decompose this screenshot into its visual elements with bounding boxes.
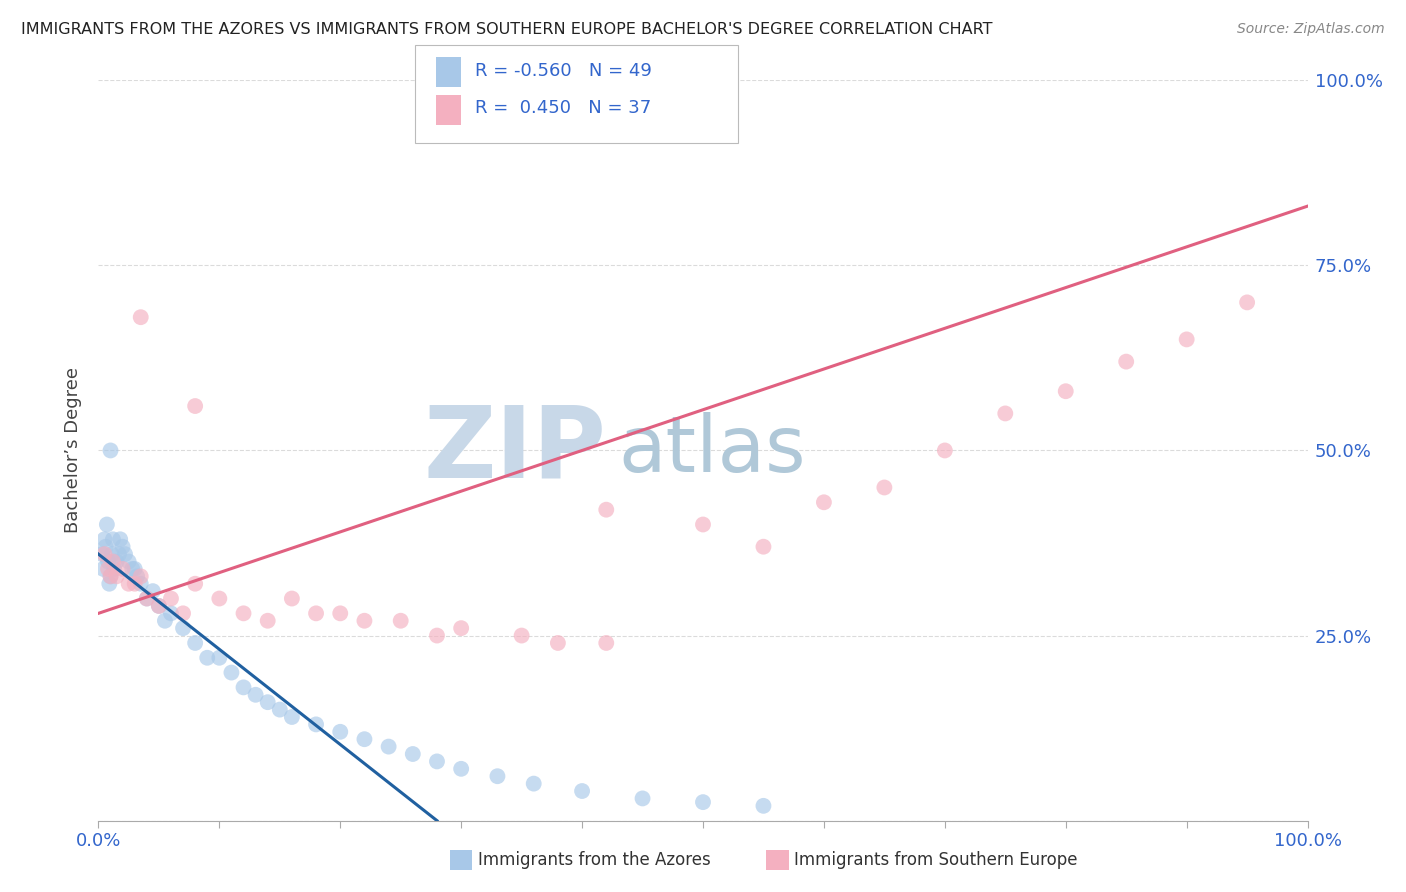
Point <box>111 540 134 554</box>
Point <box>547 636 569 650</box>
Point <box>1054 384 1077 399</box>
Point <box>100 547 122 561</box>
Point <box>114 547 136 561</box>
Point <box>1175 333 1198 347</box>
Point <box>135 591 157 606</box>
Point <box>208 591 231 606</box>
Point <box>269 703 291 717</box>
Point <box>121 562 143 576</box>
Point <box>221 665 243 680</box>
Text: Source: ZipAtlas.com: Source: ZipAtlas.com <box>1237 22 1385 37</box>
Point <box>232 607 254 621</box>
Point <box>281 710 304 724</box>
Point <box>692 517 714 532</box>
Point <box>389 614 412 628</box>
Point <box>329 724 352 739</box>
Text: atlas: atlas <box>619 412 806 489</box>
Point <box>232 681 254 695</box>
Point <box>486 769 509 783</box>
Point <box>256 695 278 709</box>
Point <box>353 732 375 747</box>
Point <box>91 562 114 576</box>
Point <box>100 569 122 583</box>
Point <box>692 795 714 809</box>
Point <box>994 407 1017 421</box>
Point <box>377 739 399 754</box>
Point <box>571 784 593 798</box>
Point <box>100 443 122 458</box>
Text: Immigrants from the Azores: Immigrants from the Azores <box>478 851 711 869</box>
Point <box>129 576 152 591</box>
Point <box>124 562 146 576</box>
Point <box>160 607 183 621</box>
Point <box>172 621 194 635</box>
Point <box>108 547 131 561</box>
Point <box>93 547 115 561</box>
Point <box>184 636 207 650</box>
Point <box>510 628 533 642</box>
Point <box>111 562 134 576</box>
Point <box>153 614 176 628</box>
Point <box>245 688 267 702</box>
Point <box>172 607 194 621</box>
Point <box>595 502 617 516</box>
Point <box>208 650 231 665</box>
Point <box>129 569 152 583</box>
Point <box>98 576 121 591</box>
Point <box>94 540 117 554</box>
Point <box>100 569 122 583</box>
Point <box>402 747 425 761</box>
Point <box>129 310 152 325</box>
Point <box>450 621 472 635</box>
Point <box>256 614 278 628</box>
Point <box>127 569 149 583</box>
Point <box>281 591 304 606</box>
Text: R =  0.450   N = 37: R = 0.450 N = 37 <box>475 99 651 117</box>
Point <box>1115 354 1137 368</box>
Point <box>101 533 124 547</box>
Point <box>631 791 654 805</box>
Point <box>873 481 896 495</box>
Point <box>97 555 120 569</box>
Point <box>148 599 170 613</box>
Point <box>813 495 835 509</box>
Point <box>523 776 546 791</box>
Point <box>148 599 170 613</box>
Point <box>184 399 207 413</box>
Point <box>124 576 146 591</box>
Text: ZIP: ZIP <box>423 402 606 499</box>
Point <box>160 591 183 606</box>
Text: IMMIGRANTS FROM THE AZORES VS IMMIGRANTS FROM SOUTHERN EUROPE BACHELOR'S DEGREE : IMMIGRANTS FROM THE AZORES VS IMMIGRANTS… <box>21 22 993 37</box>
Point <box>1236 295 1258 310</box>
Text: Immigrants from Southern Europe: Immigrants from Southern Europe <box>794 851 1078 869</box>
Point <box>103 562 125 576</box>
Point <box>118 576 141 591</box>
Point <box>105 555 128 569</box>
Point <box>329 607 352 621</box>
Point <box>752 798 775 813</box>
Point <box>108 533 131 547</box>
Point <box>195 650 218 665</box>
Point <box>426 628 449 642</box>
Point <box>752 540 775 554</box>
Point <box>101 555 124 569</box>
Point <box>105 569 128 583</box>
Point <box>97 562 120 576</box>
Point <box>118 555 141 569</box>
Y-axis label: Bachelor’s Degree: Bachelor’s Degree <box>65 368 83 533</box>
Point <box>353 614 375 628</box>
Point <box>91 547 114 561</box>
Point <box>93 533 115 547</box>
Point <box>305 607 328 621</box>
Point <box>142 584 165 599</box>
Point <box>450 762 472 776</box>
Point <box>184 576 207 591</box>
Point <box>934 443 956 458</box>
Point <box>135 591 157 606</box>
Text: R = -0.560   N = 49: R = -0.560 N = 49 <box>475 62 652 79</box>
Point <box>96 517 118 532</box>
Point <box>595 636 617 650</box>
Point <box>426 755 449 769</box>
Point <box>305 717 328 731</box>
